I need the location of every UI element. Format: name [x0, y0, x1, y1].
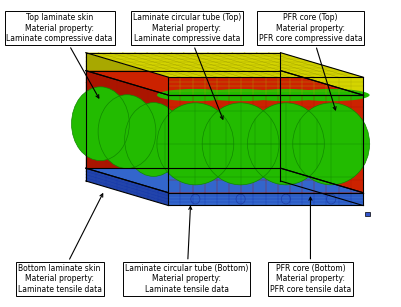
Ellipse shape	[293, 89, 370, 101]
Ellipse shape	[157, 103, 234, 185]
Polygon shape	[281, 52, 363, 95]
Polygon shape	[86, 52, 363, 77]
Ellipse shape	[247, 103, 324, 185]
Text: Laminate circular tube (Bottom)
Material property:
Laminate tensile data: Laminate circular tube (Bottom) Material…	[125, 206, 249, 294]
Text: PFR core (Bottom)
Material property:
PFR core tensile data: PFR core (Bottom) Material property: PFR…	[270, 197, 351, 294]
Ellipse shape	[247, 89, 324, 101]
Text: Laminate circular tube (Top)
Material property:
Laminate compressive data: Laminate circular tube (Top) Material pr…	[133, 13, 241, 119]
Polygon shape	[281, 168, 363, 205]
Ellipse shape	[71, 87, 129, 161]
Polygon shape	[168, 95, 363, 192]
Text: Top laminate skin
Material property:
Laminate compressive data: Top laminate skin Material property: Lam…	[6, 13, 113, 98]
Polygon shape	[281, 71, 363, 192]
Ellipse shape	[293, 103, 370, 185]
Ellipse shape	[202, 103, 279, 185]
Polygon shape	[86, 168, 363, 192]
Ellipse shape	[125, 103, 182, 177]
Polygon shape	[168, 77, 363, 95]
Polygon shape	[86, 168, 168, 205]
Polygon shape	[86, 71, 168, 192]
Ellipse shape	[202, 89, 279, 101]
Polygon shape	[168, 192, 363, 205]
Text: PFR core (Top)
Material property:
PFR core compressive data: PFR core (Top) Material property: PFR co…	[259, 13, 362, 110]
Ellipse shape	[98, 95, 156, 169]
Ellipse shape	[157, 89, 234, 101]
Polygon shape	[86, 71, 363, 95]
Polygon shape	[365, 212, 370, 216]
Text: Bottom laminate skin
Material property:
Laminate tensile data: Bottom laminate skin Material property: …	[18, 194, 103, 294]
Polygon shape	[86, 52, 168, 95]
